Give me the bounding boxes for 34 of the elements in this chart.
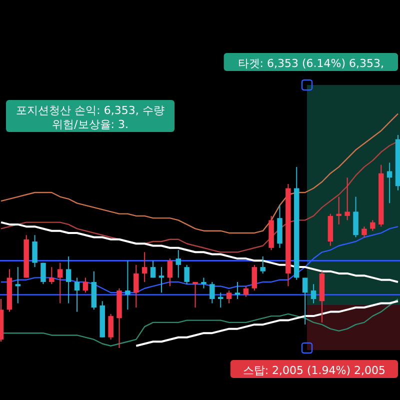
- candlestick: [260, 256, 266, 274]
- candlestick: [386, 162, 392, 204]
- candlestick: [74, 277, 80, 312]
- candlestick: [134, 264, 139, 308]
- candlestick: [302, 277, 308, 326]
- candlestick: [150, 260, 156, 278]
- candlestick: [310, 284, 316, 304]
- candlestick: [125, 260, 130, 310]
- candlestick: [49, 266, 54, 285]
- candlestick: [344, 177, 350, 221]
- text: 스탑: 2,005 (1.94%) 2,005: [242, 364, 386, 377]
- candlestick: [362, 226, 367, 238]
- text: 위험/보상율: 3.: [52, 118, 128, 131]
- candlestick: [184, 264, 190, 285]
- candlestick: [108, 313, 114, 340]
- candlestick: [82, 277, 88, 294]
- candlestick: [252, 264, 258, 291]
- candlestick: [32, 234, 38, 268]
- candlestick: [234, 281, 240, 300]
- candlestick: [142, 252, 148, 282]
- candlestick: [210, 281, 215, 304]
- candlestick: [192, 281, 198, 308]
- candlestick: [370, 220, 376, 232]
- text: 포지션청산 손익: 6,353, 수량: [16, 104, 164, 117]
- candlestick: [353, 196, 358, 238]
- candlestick: [226, 290, 232, 304]
- candlestick: [167, 258, 173, 287]
- text: 타겟: 6,353 (6.14%) 6,353,: [238, 57, 384, 70]
- candlestick: [243, 286, 249, 298]
- candlestick: [66, 256, 72, 304]
- candlestick: [201, 277, 206, 289]
- candlestick: [40, 262, 46, 285]
- candlestick: [176, 250, 181, 278]
- candlestick: [58, 262, 63, 304]
